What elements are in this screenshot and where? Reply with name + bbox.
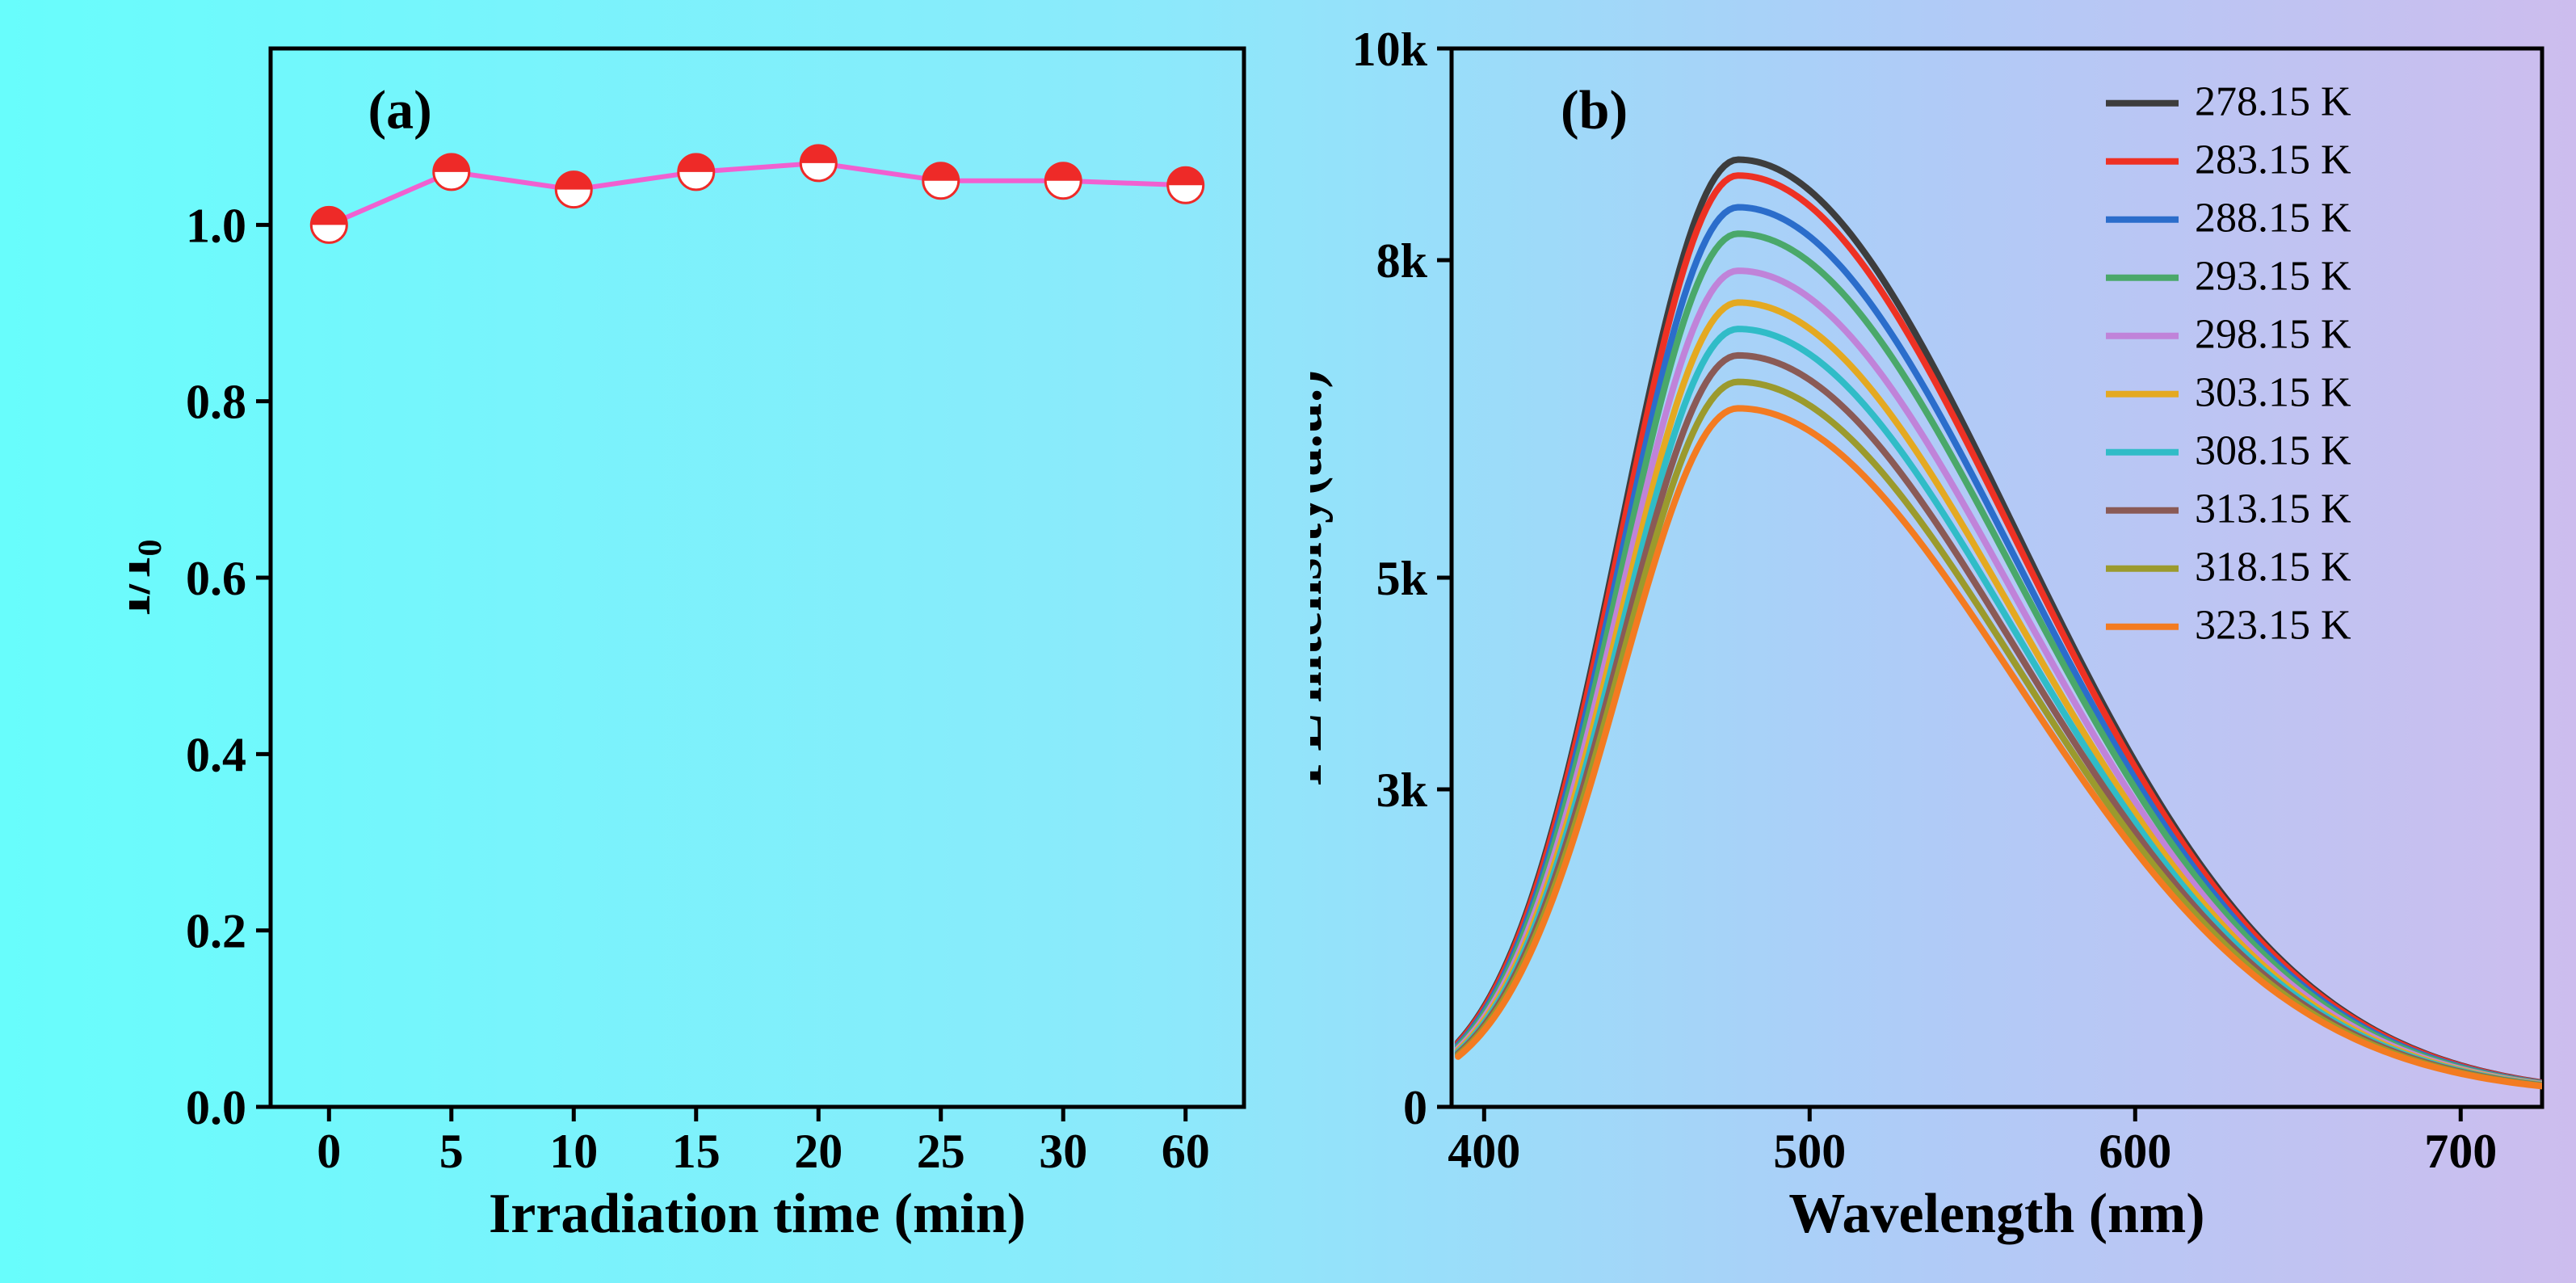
panel-a-ytick-label: 0.0 xyxy=(186,1081,246,1134)
panel-a-ytick-label: 0.6 xyxy=(186,552,246,605)
panel-a-marker xyxy=(1045,163,1081,199)
panel-b-xtick-label: 400 xyxy=(1448,1125,1520,1178)
panel-a-label: (a) xyxy=(368,78,432,140)
panel-a-ytick-label: 0.8 xyxy=(186,376,246,429)
panel-b-label: (b) xyxy=(1561,78,1628,140)
panel-b-ytick-label: 8k xyxy=(1376,234,1428,288)
panel-a-xtick-label: 10 xyxy=(549,1125,598,1178)
panel-b-ylabel: PL intensity(a.u.) xyxy=(1310,369,1334,785)
legend-label: 283.15 K xyxy=(2195,137,2351,183)
panel-a-marker xyxy=(556,172,591,208)
panel-a-marker xyxy=(311,207,347,242)
panel-b-series xyxy=(1458,355,2542,1086)
panel-a-chart: 0 5 10 15 20 25 30 60 0.0 0.2 0.4 0.6 0.8 1.0 Irradiat… xyxy=(129,32,1288,1268)
panel-a-ytick-label: 0.2 xyxy=(186,905,246,958)
panel-a-marker xyxy=(434,154,469,190)
panel-a-xtick-label: 20 xyxy=(794,1125,843,1178)
panel-b-ytick-label: 0 xyxy=(1403,1081,1427,1134)
panel-a-marker xyxy=(801,145,836,181)
panel-a-xtick-label: 0 xyxy=(317,1125,341,1178)
panel-a-xtick-label: 60 xyxy=(1162,1125,1210,1178)
legend-label: 303.15 K xyxy=(2195,369,2351,415)
legend-label: 293.15 K xyxy=(2195,253,2351,299)
panel-b-chart: 400 500 600 700 0 3k 5k 8k 10k Wavelength (nm) PL … xyxy=(1310,32,2566,1268)
panel-a-ylabel: I/I₀ xyxy=(129,540,162,616)
panel-b-xtick-label: 600 xyxy=(2099,1125,2171,1178)
panel-a-xtick-label: 25 xyxy=(917,1125,965,1178)
legend-label: 278.15 K xyxy=(2195,78,2351,124)
panel-a-marker xyxy=(1168,167,1204,203)
panel-a-marker xyxy=(679,154,714,190)
legend-label: 318.15 K xyxy=(2195,544,2351,590)
panel-a-ytick-label: 0.4 xyxy=(186,728,246,781)
legend-label: 298.15 K xyxy=(2195,311,2351,357)
panel-a-marker xyxy=(923,163,959,199)
panel-b-xtick-label: 700 xyxy=(2424,1125,2497,1178)
panel-a-xlabel: Irradiation time (min) xyxy=(489,1183,1026,1245)
legend-label: 308.15 K xyxy=(2195,427,2351,473)
panel-b-ytick-label: 3k xyxy=(1376,763,1428,817)
panel-b-ytick-label: 5k xyxy=(1376,552,1428,605)
panel-a-xtick-label: 5 xyxy=(439,1125,464,1178)
panel-b-xtick-label: 500 xyxy=(1773,1125,1846,1178)
panel-b-series xyxy=(1458,302,2542,1084)
panel-a-xtick-label: 15 xyxy=(672,1125,721,1178)
panel-b-ytick-label: 10k xyxy=(1352,32,1428,76)
panel-a-ytick-label: 1.0 xyxy=(186,199,246,252)
panel-b-series xyxy=(1458,382,2542,1086)
legend-label: 313.15 K xyxy=(2195,486,2351,532)
panel-b-xlabel: Wavelength (nm) xyxy=(1788,1183,2204,1245)
legend-label: 288.15 K xyxy=(2195,195,2351,241)
legend-label: 323.15 K xyxy=(2195,602,2351,648)
panel-a-xtick-label: 30 xyxy=(1039,1125,1087,1178)
panel-b-series xyxy=(1458,329,2542,1085)
